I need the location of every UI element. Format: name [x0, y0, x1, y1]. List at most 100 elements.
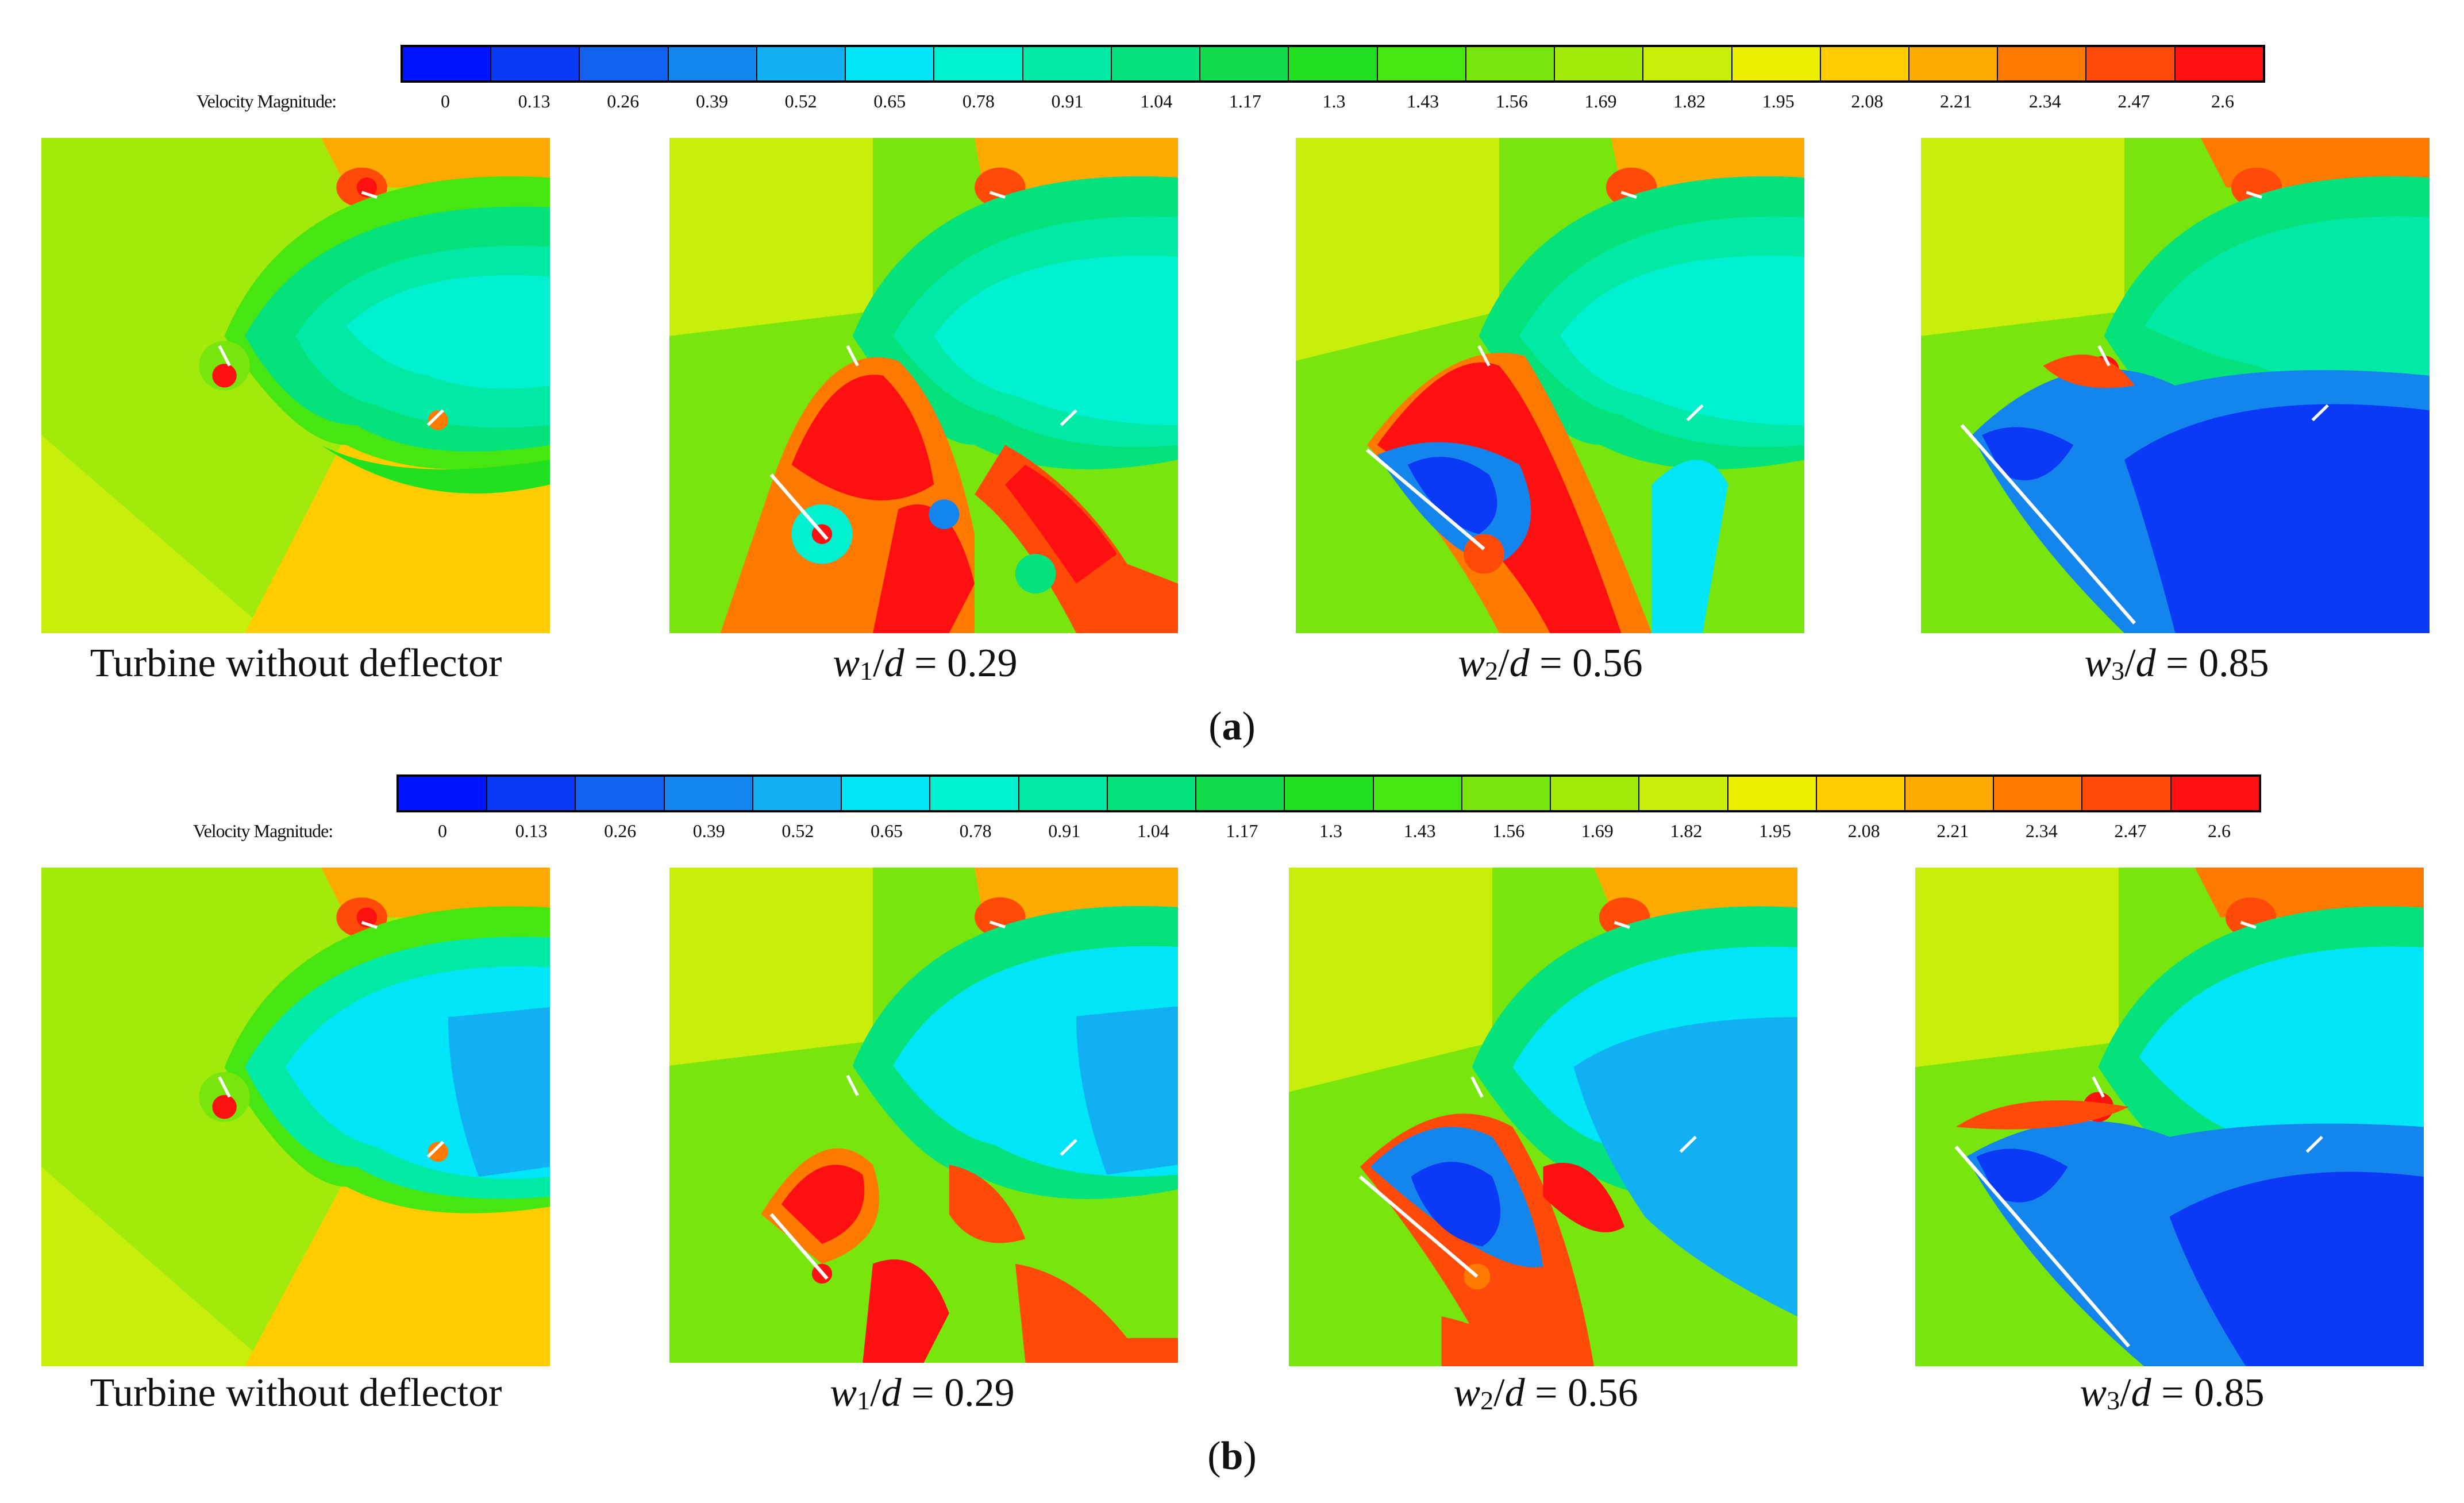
contour-panel-a3 [1296, 138, 1804, 633]
colorbar-b [396, 774, 2261, 812]
colorbar-tick-label: 1.04 [1140, 91, 1173, 111]
colorbar-tick-label: 0.91 [1051, 91, 1084, 111]
colorbar-swatch [1200, 47, 1289, 80]
colorbar-swatch [1462, 777, 1551, 810]
colorbar-swatch [1373, 777, 1462, 810]
colorbar-tick-label: 2.21 [1936, 820, 1969, 841]
contour-panel-b2 [669, 868, 1178, 1363]
colorbar-tick-label: 1.3 [1322, 91, 1346, 111]
colorbar-swatch [2082, 777, 2172, 810]
colorbar-tick-label: 2.08 [1847, 820, 1880, 841]
caption-a4: w3/d = 0.85 [2084, 641, 2269, 685]
colorbar-tick-label: 2.6 [2208, 820, 2231, 841]
colorbar-swatch [576, 777, 665, 810]
colorbar-swatch [1019, 777, 1108, 810]
colorbar-tick-label: 0.65 [871, 820, 903, 841]
contour-panel-b1 [41, 868, 550, 1366]
colorbar-swatch [491, 47, 580, 80]
colorbar-tick-label: 1.82 [1670, 820, 1703, 841]
contour-panel-a4 [1921, 138, 2430, 633]
colorbar-tick-label: 1.3 [1319, 820, 1342, 841]
colorbar-swatch [1289, 47, 1378, 80]
colorbar-swatch [2086, 47, 2176, 80]
colorbar-swatch [403, 47, 492, 80]
colorbar-tick-label: 1.43 [1407, 91, 1439, 111]
colorbar-tick-label: 2.47 [2114, 820, 2147, 841]
colorbar-swatch [2171, 777, 2259, 810]
colorbar-swatch [1555, 47, 1644, 80]
colorbar-tick-label: 2.08 [1851, 91, 1884, 111]
colorbar-tick-label: 2.21 [1940, 91, 1973, 111]
colorbar-tick-label: 1.82 [1673, 91, 1706, 111]
caption-b2: w1/d = 0.29 [830, 1371, 1015, 1415]
contour-panel-b4 [1915, 868, 2424, 1366]
colorbar-title-a: Velocity Magnitude: [197, 91, 337, 111]
colorbar-swatch [1643, 47, 1732, 80]
colorbar-tick-label: 0.52 [781, 820, 814, 841]
colorbar-tick-label: 2.34 [2028, 91, 2061, 111]
colorbar-swatch [753, 777, 842, 810]
colorbar-tick-label: 2.6 [2211, 91, 2234, 111]
colorbar-swatch [2175, 47, 2263, 80]
colorbar-tick-label: 1.69 [1581, 820, 1614, 841]
colorbar-tick-label: 0.39 [692, 820, 725, 841]
colorbar-tick-label: 0.39 [695, 91, 728, 111]
colorbar-swatch [1466, 47, 1556, 80]
colorbar-swatch [664, 777, 753, 810]
colorbar-swatch [668, 47, 757, 80]
colorbar-tick-label: 0.65 [873, 91, 906, 111]
colorbar-swatch [1732, 47, 1821, 80]
colorbar-swatch [1728, 777, 1817, 810]
colorbar-swatch [1994, 777, 2083, 810]
colorbar-swatch [1377, 47, 1466, 80]
colorbar-swatch [1639, 777, 1728, 810]
colorbar-swatch [487, 777, 576, 810]
colorbar-tick-label: 1.17 [1229, 91, 1261, 111]
colorbar-tick-label: 1.56 [1495, 91, 1528, 111]
colorbar-swatch [1905, 777, 1995, 810]
colorbar-tick-label: 0 [438, 820, 447, 841]
caption-b4: w3/d = 0.85 [2080, 1371, 2265, 1415]
colorbar-tick-label: 0.26 [604, 820, 637, 841]
colorbar-tick-label: 0.52 [784, 91, 817, 111]
caption-a2: w1/d = 0.29 [833, 641, 1018, 685]
colorbar-swatch [846, 47, 935, 80]
caption-a1: Turbine without deflector [90, 641, 502, 685]
colorbar-swatch [842, 777, 931, 810]
colorbar-swatch [399, 777, 488, 810]
colorbar-tick-label: 1.95 [1762, 91, 1795, 111]
colorbar-swatch [757, 47, 846, 80]
colorbar-swatch [1023, 47, 1112, 80]
colorbar-swatch [580, 47, 669, 80]
colorbar-tick-label: 1.04 [1137, 820, 1169, 841]
colorbar-swatch [1111, 47, 1201, 80]
subfigure-label-b: (b) [1207, 1434, 1257, 1478]
colorbar-tick-label: 1.69 [1584, 91, 1617, 111]
colorbar-tick-label: 1.17 [1226, 820, 1258, 841]
colorbar-tick-label: 0 [441, 91, 450, 111]
colorbar-tick-label: 0.26 [607, 91, 640, 111]
colorbar-tick-label: 1.56 [1492, 820, 1525, 841]
colorbar-tick-label: 0.13 [515, 820, 548, 841]
colorbar-tick-label: 2.34 [2025, 820, 2058, 841]
caption-a3: w2/d = 0.56 [1458, 641, 1643, 685]
contour-panel-a2 [669, 138, 1178, 633]
colorbar-tick-label: 1.95 [1759, 820, 1791, 841]
colorbar-swatch [1196, 777, 1285, 810]
colorbar-swatch [1551, 777, 1640, 810]
colorbar-tick-label: 2.47 [2118, 91, 2150, 111]
colorbar-tick-label: 0.13 [518, 91, 550, 111]
colorbar-tick-label: 0.78 [959, 820, 992, 841]
colorbar-swatch [930, 777, 1019, 810]
colorbar-swatch [1285, 777, 1374, 810]
colorbar-a [401, 45, 2265, 83]
colorbar-tick-label: 1.43 [1403, 820, 1436, 841]
contour-panel-a1 [41, 138, 550, 633]
colorbar-swatch [1816, 777, 1905, 810]
colorbar-tick-label: 0.78 [962, 91, 995, 111]
colorbar-swatch [1820, 47, 1909, 80]
subfigure-label-a: (a) [1208, 704, 1256, 749]
colorbar-swatch [1909, 47, 1999, 80]
colorbar-tick-label: 0.91 [1048, 820, 1081, 841]
colorbar-swatch [934, 47, 1023, 80]
